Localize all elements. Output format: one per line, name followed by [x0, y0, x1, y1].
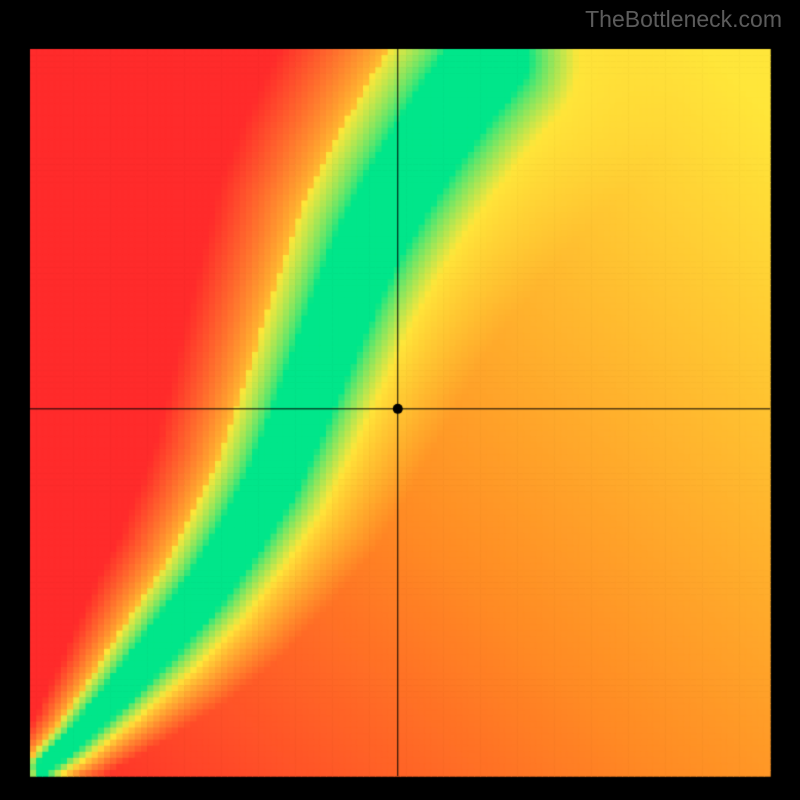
- heatmap-plot: [0, 0, 800, 800]
- watermark-text: TheBottleneck.com: [585, 6, 782, 33]
